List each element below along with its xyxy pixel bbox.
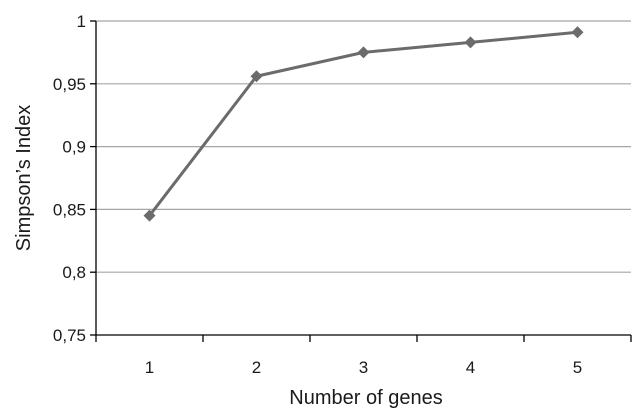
data-point-marker (464, 36, 477, 49)
gridlines (96, 20, 631, 273)
y-axis-title: Simpson’s Index (13, 105, 35, 251)
data-point-marker (143, 209, 156, 222)
series-group (143, 26, 584, 222)
y-tick-label: 0,75 (53, 326, 86, 345)
y-tick-label: 0,95 (53, 75, 86, 94)
x-tick-label: 5 (573, 358, 582, 377)
y-axis-ticks: 0,75 0,8 0,85 0,9 0,95 1 (53, 12, 96, 345)
y-tick-label: 1 (77, 12, 86, 31)
data-point-marker (357, 46, 370, 59)
x-tick-label: 2 (252, 358, 261, 377)
x-tick-label: 4 (466, 358, 475, 377)
y-tick-label: 0,85 (53, 200, 86, 219)
axes (95, 21, 631, 336)
x-axis-ticks: 1 2 3 4 5 (95, 335, 632, 377)
y-tick-label: 0,9 (62, 138, 86, 157)
series-line (148, 30, 578, 217)
data-point-marker (571, 26, 584, 39)
y-tick-label: 0,8 (62, 263, 86, 282)
x-tick-label: 1 (145, 358, 154, 377)
data-point-marker (250, 70, 263, 83)
x-tick-label: 3 (359, 358, 368, 377)
x-axis-title: Number of genes (289, 387, 442, 409)
